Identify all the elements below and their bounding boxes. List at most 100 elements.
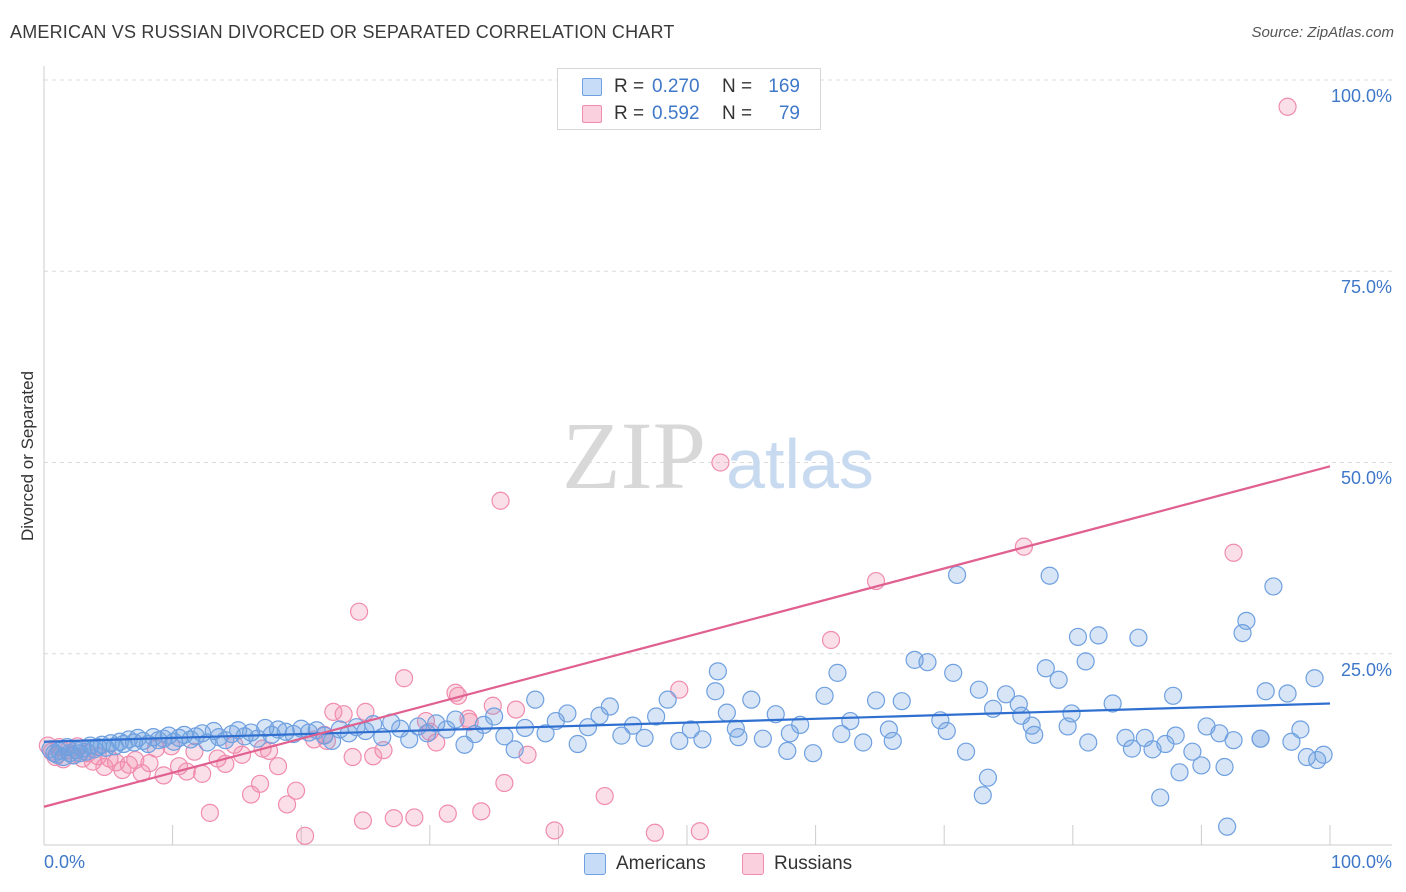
point-americans bbox=[568, 734, 587, 754]
point-americans bbox=[815, 686, 834, 705]
y-tick-75: 75.0% bbox=[1340, 277, 1392, 297]
point-americans bbox=[558, 704, 577, 723]
point-americans bbox=[1079, 733, 1098, 752]
point-americans bbox=[766, 705, 785, 724]
point-americans bbox=[892, 692, 911, 711]
point-russians bbox=[353, 811, 373, 830]
point-russians bbox=[286, 781, 306, 800]
point-americans bbox=[956, 742, 976, 761]
point-americans bbox=[175, 725, 194, 744]
point-americans bbox=[658, 690, 677, 709]
point-americans bbox=[879, 720, 899, 739]
point-russians bbox=[349, 602, 369, 621]
point-americans bbox=[1122, 739, 1142, 758]
point-americans bbox=[832, 724, 851, 744]
x-tick-min: 0.0% bbox=[44, 852, 86, 872]
point-russians bbox=[268, 757, 288, 776]
point-russians bbox=[334, 705, 353, 724]
point-americans bbox=[1264, 577, 1283, 596]
point-americans bbox=[983, 699, 1003, 718]
point-americans bbox=[753, 729, 772, 748]
point-russians bbox=[384, 809, 403, 828]
point-russians bbox=[200, 803, 219, 822]
point-americans bbox=[693, 730, 712, 749]
point-russians bbox=[1224, 543, 1243, 562]
point-russians bbox=[545, 821, 564, 840]
legend-n-label: N = bbox=[722, 103, 753, 124]
point-americans bbox=[1282, 732, 1301, 751]
point-americans bbox=[866, 691, 886, 710]
point-americans bbox=[681, 720, 700, 739]
bottom-legend-swatch-americans bbox=[584, 853, 606, 875]
point-russians bbox=[670, 680, 689, 699]
stats-legend: R = 0.270 N = 169 R = 0.592 N = 79 bbox=[557, 68, 821, 130]
legend-r-label: R = bbox=[614, 76, 645, 97]
point-americans bbox=[1068, 627, 1088, 647]
trendline-americans bbox=[43, 702, 1331, 743]
point-americans bbox=[1164, 686, 1183, 705]
point-russians bbox=[472, 802, 491, 821]
point-americans bbox=[883, 731, 902, 751]
point-americans bbox=[969, 680, 989, 699]
x-tick-max: 100.0% bbox=[1330, 852, 1392, 872]
point-americans bbox=[1256, 682, 1275, 701]
point-russians bbox=[690, 822, 709, 841]
point-americans bbox=[1058, 717, 1077, 736]
point-americans bbox=[1025, 725, 1044, 744]
y-tick-100: 100.0% bbox=[1330, 86, 1392, 106]
point-americans bbox=[1040, 566, 1059, 585]
axes bbox=[43, 66, 1392, 846]
point-americans bbox=[1192, 756, 1211, 775]
point-americans bbox=[446, 710, 465, 729]
point-americans bbox=[623, 716, 643, 735]
point-americans bbox=[600, 697, 619, 716]
point-americans bbox=[635, 728, 654, 748]
legend-swatch-russians bbox=[582, 105, 602, 123]
y-tick-50: 50.0% bbox=[1340, 468, 1392, 488]
point-russians bbox=[711, 453, 730, 472]
point-americans bbox=[708, 662, 727, 681]
trendlines bbox=[43, 465, 1331, 808]
trendline-russians bbox=[43, 465, 1331, 808]
point-americans bbox=[828, 663, 847, 682]
point-americans bbox=[133, 731, 153, 751]
point-americans bbox=[1224, 731, 1243, 750]
point-americans bbox=[670, 731, 689, 751]
point-americans bbox=[803, 744, 823, 763]
chart-title: AMERICAN VS RUSSIAN DIVORCED OR SEPARATE… bbox=[10, 22, 675, 42]
point-americans bbox=[612, 726, 631, 745]
point-americans bbox=[1297, 747, 1316, 767]
point-russians bbox=[364, 747, 383, 766]
point-americans bbox=[726, 719, 745, 738]
point-americans bbox=[1251, 729, 1270, 748]
bottom-legend-label-russians: Russians bbox=[774, 853, 853, 874]
point-americans bbox=[1291, 720, 1310, 739]
point-americans bbox=[937, 721, 956, 741]
point-americans bbox=[198, 733, 217, 752]
legend-n-label: N = bbox=[722, 76, 753, 97]
point-americans bbox=[1170, 763, 1189, 782]
point-americans bbox=[918, 653, 937, 672]
point-americans bbox=[1183, 742, 1202, 761]
point-americans bbox=[1215, 757, 1234, 777]
point-russians bbox=[295, 826, 315, 845]
point-russians bbox=[506, 700, 526, 719]
point-russians bbox=[821, 630, 841, 650]
point-americans bbox=[1305, 669, 1324, 688]
point-americans bbox=[944, 663, 963, 682]
point-russians bbox=[277, 795, 297, 814]
legend-r-value: 0.270 bbox=[652, 76, 700, 97]
point-americans bbox=[1076, 652, 1095, 671]
legend-swatch-americans bbox=[582, 78, 602, 96]
legend-n-value: 169 bbox=[768, 76, 800, 97]
point-americans bbox=[418, 724, 437, 743]
point-russians bbox=[438, 804, 457, 823]
point-russians bbox=[459, 709, 478, 728]
point-russians bbox=[405, 808, 424, 827]
point-russians bbox=[250, 774, 270, 793]
point-russians bbox=[394, 669, 414, 688]
point-americans bbox=[1135, 728, 1154, 748]
watermark: ZIP atlas bbox=[562, 402, 874, 509]
point-americans bbox=[485, 707, 504, 726]
